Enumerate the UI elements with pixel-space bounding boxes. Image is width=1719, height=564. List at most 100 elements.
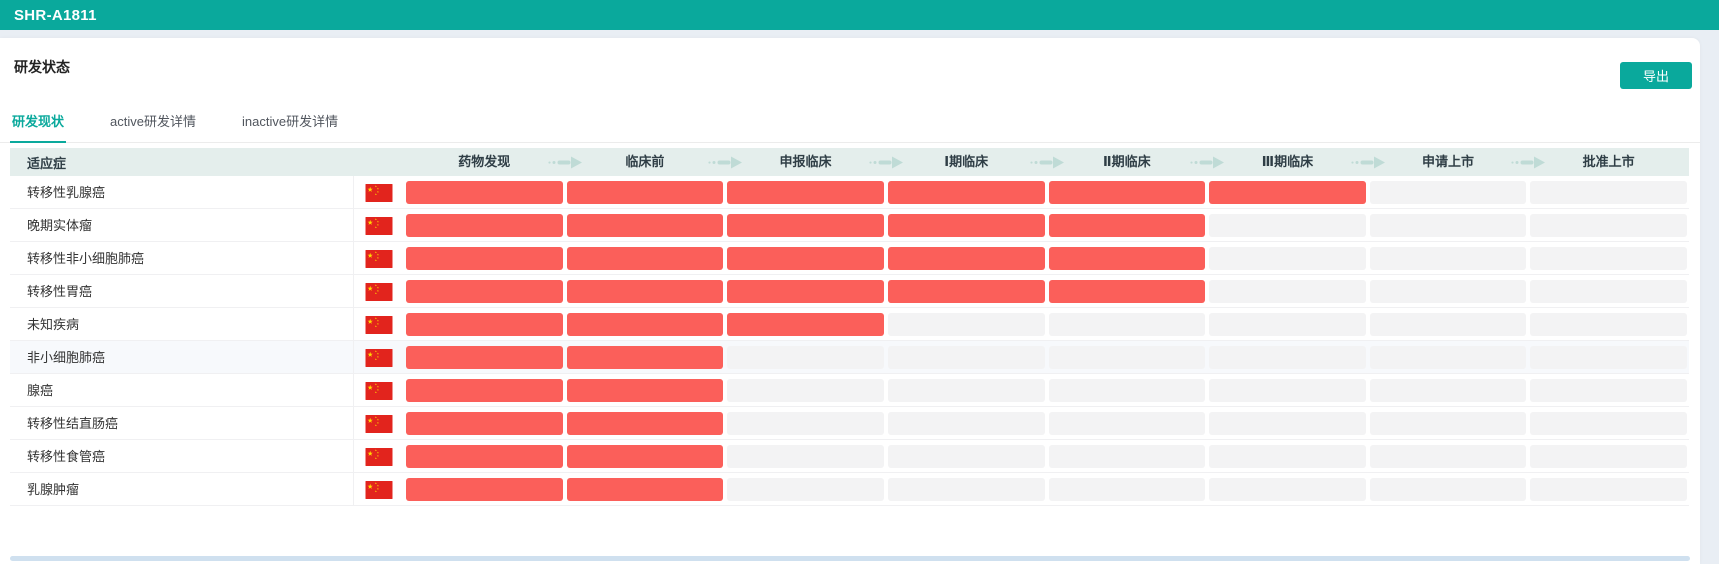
table-row[interactable]: 晚期实体瘤 — [10, 209, 1689, 242]
phase-empty-bar — [727, 478, 884, 501]
phase-progress-bar — [566, 214, 724, 237]
phase-label: Ⅰ期临床 — [944, 154, 989, 169]
phase-empty-bar — [1369, 478, 1527, 501]
phase-column-header: Ⅰ期临床 — [869, 148, 1047, 176]
phase-empty-bar — [887, 412, 1045, 435]
phase-cell — [725, 478, 886, 501]
china-flag-icon — [365, 315, 393, 334]
indication-label: 转移性非小细胞肺癌 — [10, 242, 354, 275]
phase-empty-bar — [1369, 247, 1527, 270]
phase-cell — [725, 280, 886, 303]
table-row[interactable]: 转移性非小细胞肺癌 — [10, 242, 1689, 275]
phase-progress-bar — [727, 280, 884, 303]
phase-empty-bar — [1530, 412, 1687, 435]
indication-label: 转移性食管癌 — [10, 440, 354, 473]
phase-arrow-icon — [1511, 156, 1546, 169]
phase-empty-bar — [1369, 181, 1527, 204]
phase-arrow-icon — [708, 156, 743, 169]
card-header: 研发状态 导出 — [0, 38, 1700, 96]
phase-progress-bar — [1048, 280, 1206, 303]
phase-empty-bar — [1369, 445, 1527, 468]
phase-empty-bar — [1530, 313, 1687, 336]
phase-cell — [1528, 313, 1689, 336]
phase-progress-bar — [887, 247, 1045, 270]
table-row[interactable]: 转移性食管癌 — [10, 440, 1689, 473]
horizontal-scrollbar[interactable] — [10, 556, 1690, 561]
phase-cell — [1047, 214, 1208, 237]
phase-label: 批准上市 — [1582, 154, 1635, 169]
phase-progress-bar — [406, 379, 563, 402]
table-row[interactable]: 转移性乳腺癌 — [10, 176, 1689, 209]
phase-progress-bar — [406, 313, 563, 336]
phase-cell — [1047, 313, 1208, 336]
phase-cell — [1047, 478, 1208, 501]
table-row[interactable]: 乳腺肿瘤 — [10, 473, 1689, 506]
phase-progress-bar — [406, 478, 563, 501]
phase-cell — [565, 247, 726, 270]
phase-cell — [1368, 478, 1529, 501]
phase-cell — [886, 313, 1047, 336]
table-row[interactable]: 未知疾病 — [10, 308, 1689, 341]
phase-empty-bar — [1369, 379, 1527, 402]
phase-progress-bar — [566, 412, 724, 435]
indication-label: 未知疾病 — [10, 308, 354, 341]
phase-column-header: 批准上市 — [1511, 148, 1689, 176]
phase-empty-bar — [1530, 280, 1687, 303]
phase-progress-bar — [406, 247, 563, 270]
phase-column-header: 临床前 — [548, 148, 726, 176]
phase-cell — [1368, 247, 1529, 270]
phase-label: 临床前 — [625, 154, 665, 169]
phase-empty-bar — [1369, 280, 1527, 303]
tab-1[interactable]: active研发详情 — [110, 114, 196, 129]
phase-cell — [1047, 445, 1208, 468]
phase-cell — [1528, 280, 1689, 303]
phase-cell — [1047, 280, 1208, 303]
phase-cell — [886, 379, 1047, 402]
phase-empty-bar — [727, 346, 884, 369]
phase-progress-bar — [566, 280, 724, 303]
phase-cell — [1368, 280, 1529, 303]
table-row[interactable]: 腺癌 — [10, 374, 1689, 407]
phase-cell — [404, 445, 565, 468]
phase-cell — [1207, 214, 1368, 237]
phase-cell — [1528, 478, 1689, 501]
phase-cell — [1207, 412, 1368, 435]
table-row[interactable]: 非小细胞肺癌 — [10, 341, 1689, 374]
page-title: 研发状态 — [14, 59, 70, 75]
phase-column-header: 申报临床 — [708, 148, 886, 176]
window-titlebar: SHR-A1811 — [0, 0, 1719, 30]
table-row[interactable]: 转移性胃癌 — [10, 275, 1689, 308]
indication-label: 转移性结直肠癌 — [10, 407, 354, 440]
flag-cell — [354, 249, 404, 268]
phase-empty-bar — [1048, 478, 1206, 501]
phase-empty-bar — [727, 445, 884, 468]
phase-cell — [565, 214, 726, 237]
phase-cell — [886, 445, 1047, 468]
phase-cell — [1368, 214, 1529, 237]
phase-progress-bar — [1048, 181, 1206, 204]
phase-cell — [1207, 346, 1368, 369]
phase-cell — [565, 346, 726, 369]
phase-cell — [725, 346, 886, 369]
phase-column-header: Ⅱ期临床 — [1029, 148, 1208, 176]
phase-empty-bar — [1369, 313, 1527, 336]
phase-progress-bar — [727, 214, 884, 237]
phase-arrow-icon — [548, 156, 582, 169]
phase-cell — [725, 214, 886, 237]
china-flag-icon — [365, 183, 393, 202]
tab-2[interactable]: inactive研发详情 — [241, 114, 339, 129]
table-row[interactable]: 转移性结直肠癌 — [10, 407, 1689, 440]
phase-empty-bar — [1369, 346, 1527, 369]
phase-label: Ⅲ期临床 — [1261, 154, 1314, 169]
tab-0[interactable]: 研发现状 — [10, 111, 67, 143]
phase-cell — [1368, 379, 1529, 402]
export-button[interactable]: 导出 — [1620, 62, 1692, 89]
phase-progress-bar — [1048, 247, 1206, 270]
phase-empty-bar — [887, 478, 1045, 501]
phase-cell — [404, 214, 565, 237]
china-flag-icon — [365, 216, 393, 235]
phase-cell — [725, 412, 886, 435]
phase-cell — [1528, 214, 1689, 237]
phase-progress-bar — [727, 181, 884, 204]
phase-cell — [404, 280, 565, 303]
